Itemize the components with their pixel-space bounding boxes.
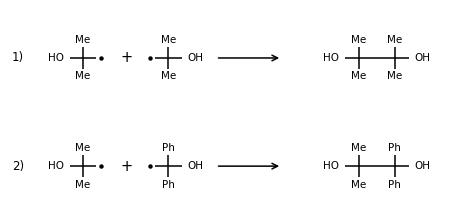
Text: +: + [121,159,133,174]
Text: +: + [121,50,133,66]
Text: Me: Me [75,35,91,45]
Text: Me: Me [75,180,91,190]
Text: Me: Me [351,143,366,153]
Text: OH: OH [187,161,203,171]
Text: HO: HO [48,53,64,63]
Text: Ph: Ph [388,143,401,153]
Text: Me: Me [351,180,366,190]
Text: Me: Me [387,71,402,81]
Text: 2): 2) [12,160,24,173]
Text: OH: OH [187,53,203,63]
Text: Me: Me [75,143,91,153]
Text: Me: Me [161,71,176,81]
Text: Me: Me [75,71,91,81]
Text: HO: HO [48,161,64,171]
Text: HO: HO [323,161,339,171]
Text: Me: Me [351,71,366,81]
Text: Me: Me [351,35,366,45]
Text: OH: OH [415,161,431,171]
Text: Ph: Ph [162,143,175,153]
Text: Me: Me [161,35,176,45]
Text: HO: HO [323,53,339,63]
Text: Me: Me [387,35,402,45]
Text: Ph: Ph [162,180,175,190]
Text: OH: OH [415,53,431,63]
Text: 1): 1) [12,52,24,64]
Text: Ph: Ph [388,180,401,190]
